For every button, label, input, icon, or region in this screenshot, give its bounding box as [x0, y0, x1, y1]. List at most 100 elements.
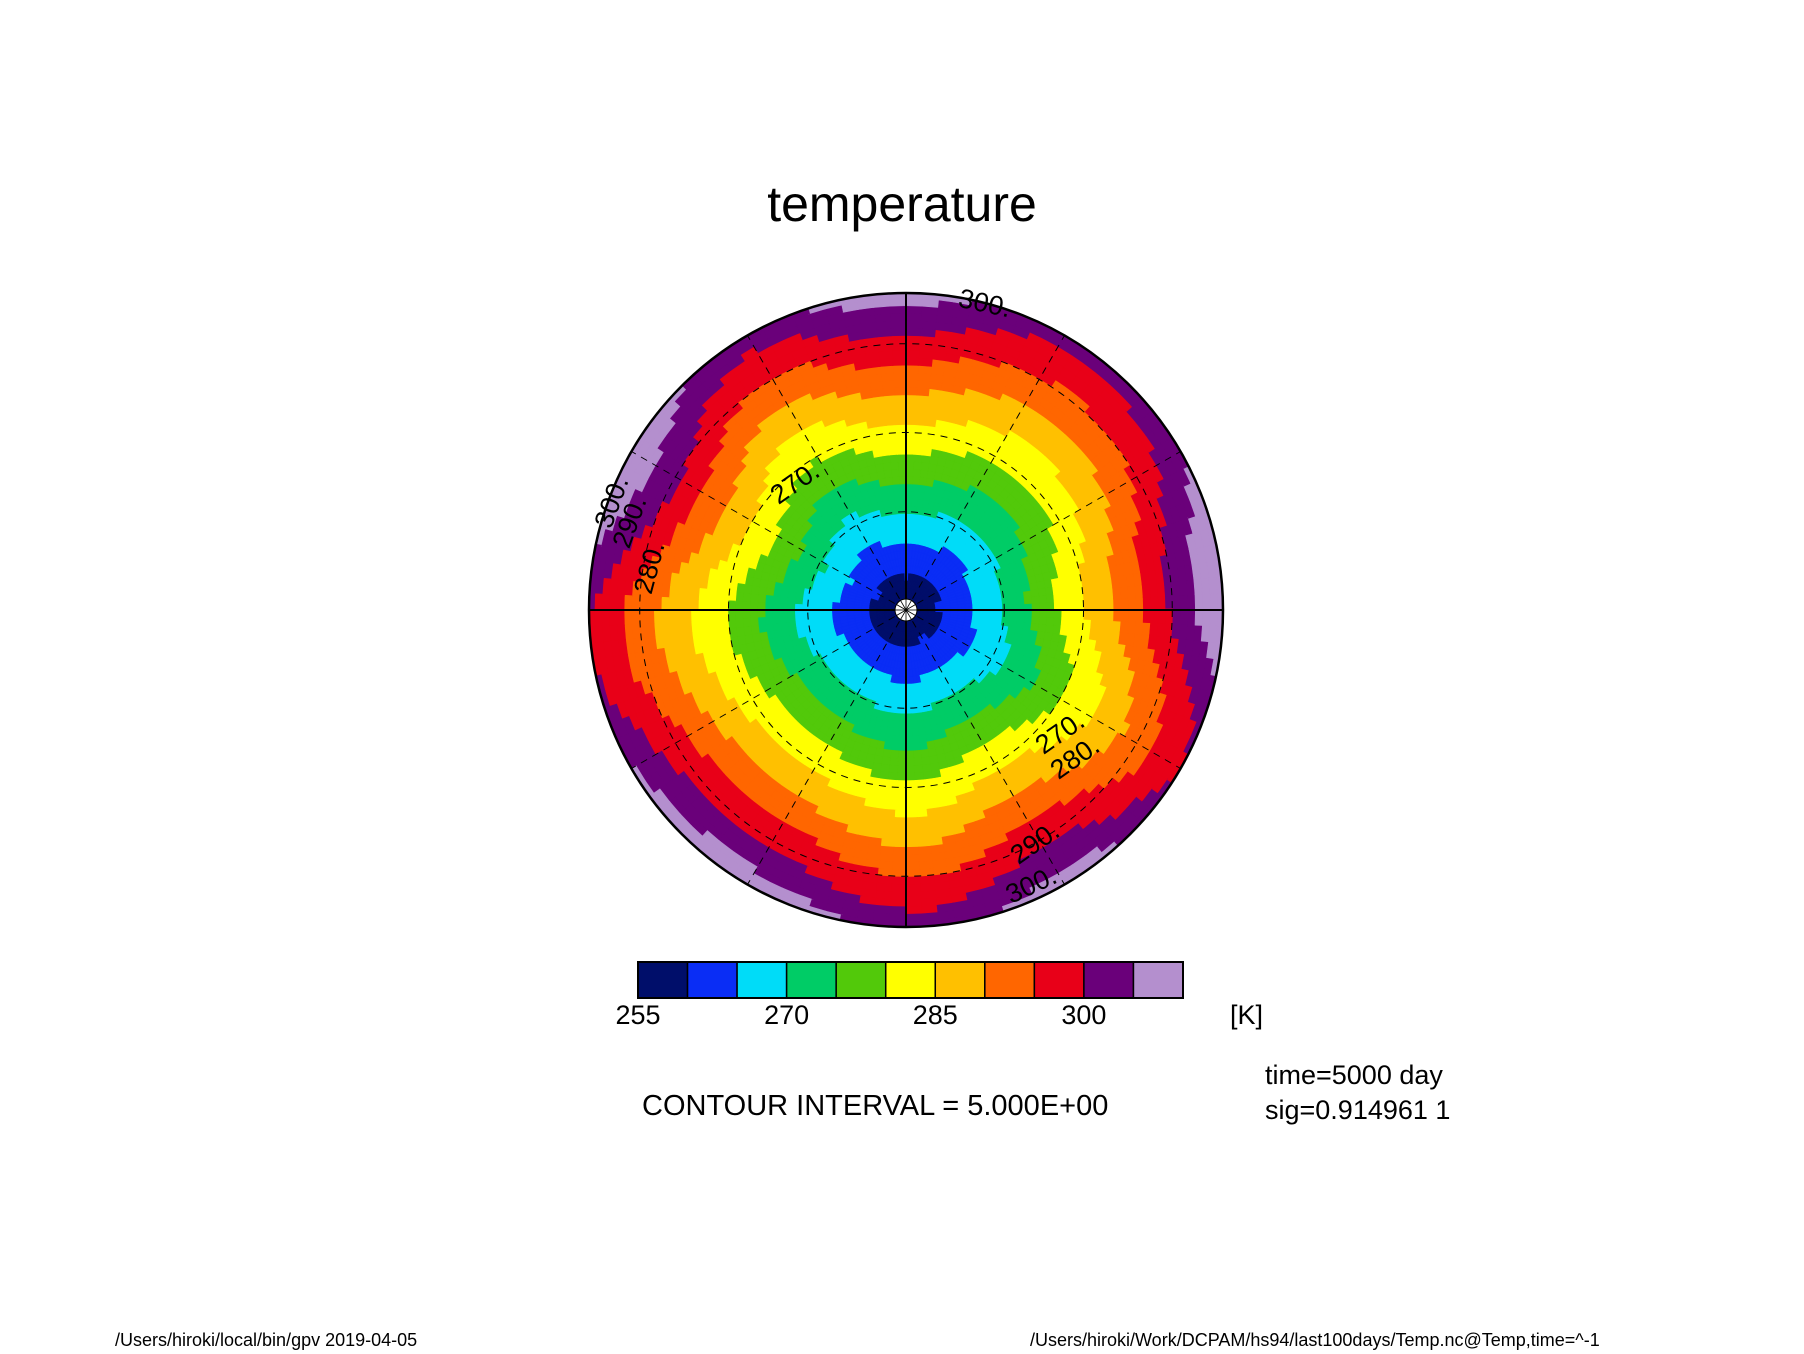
field-cell [891, 349, 907, 359]
field-cell [1046, 601, 1056, 611]
field-cell [734, 609, 744, 620]
field-cell [1172, 608, 1182, 625]
field-cell [905, 831, 920, 841]
field-cell [893, 832, 908, 841]
field-cell [905, 809, 919, 819]
field-cell [682, 609, 692, 623]
field-cell [608, 609, 618, 628]
field-cell [1142, 595, 1152, 611]
field-cell [675, 609, 685, 624]
field-cell [719, 609, 729, 621]
field-cell [897, 460, 907, 470]
field-cell [905, 854, 921, 864]
field-cell [904, 334, 921, 344]
field-cell [1179, 608, 1189, 626]
field-cell [911, 483, 920, 493]
field-cell [890, 898, 908, 908]
field-cell [894, 408, 907, 418]
field-cell [704, 609, 714, 622]
field-cell [1202, 592, 1212, 611]
field-cell [896, 453, 907, 463]
contour-field [589, 293, 1223, 927]
field-cell [1083, 599, 1093, 611]
field-cell [893, 401, 907, 411]
field-cell [905, 802, 918, 812]
field-cell [893, 386, 907, 396]
field-cell [891, 364, 907, 374]
field-cell [892, 727, 901, 737]
field-cell [1172, 594, 1182, 611]
field-cell [1128, 608, 1137, 623]
field-cell [904, 312, 922, 322]
field-cell [892, 371, 907, 381]
field-cell [600, 609, 610, 628]
field-cell [888, 297, 907, 307]
field-cell [1194, 592, 1204, 611]
field-cell [904, 356, 920, 366]
field-cell [890, 334, 907, 344]
field-cell [896, 438, 907, 448]
field-cell [652, 609, 662, 625]
field-cell [1187, 608, 1197, 626]
field-cell [1113, 597, 1123, 611]
field-cell [1157, 595, 1167, 611]
field-cell [712, 609, 722, 622]
field-cell [630, 595, 640, 612]
field-cell [667, 597, 677, 612]
field-cell [905, 906, 924, 916]
field-cell [1194, 608, 1204, 626]
field-cell [660, 596, 670, 612]
field-cell [904, 319, 922, 329]
field-cell [749, 609, 759, 620]
field-cell [896, 445, 907, 455]
field-cell [1142, 608, 1152, 624]
field-cell [1135, 608, 1145, 623]
field-cell [905, 846, 921, 856]
field-cell [890, 891, 908, 901]
field-cell [905, 765, 916, 775]
field-cell [888, 304, 907, 314]
field-cell [905, 772, 916, 782]
field-cell [905, 898, 924, 908]
field-cell [1105, 597, 1115, 611]
field-cell [1135, 596, 1145, 611]
field-cell [1150, 608, 1160, 624]
field-cell [697, 609, 707, 623]
field-cell [1209, 592, 1219, 611]
field-cell [888, 312, 907, 322]
field-cell [904, 379, 919, 388]
field-cell [615, 594, 625, 612]
field-cell [600, 593, 610, 612]
field-cell [892, 846, 908, 856]
chart-title: temperature [767, 176, 1037, 232]
field-cell [1098, 598, 1108, 611]
field-cell [756, 609, 766, 619]
field-cell [689, 609, 699, 623]
field-cell [905, 750, 915, 760]
field-cell [1061, 600, 1071, 611]
field-cell [904, 364, 920, 374]
field-cell [645, 609, 655, 625]
field-cell [905, 839, 920, 849]
field-cell [905, 787, 917, 797]
field-cell [905, 794, 918, 804]
field-cell [893, 839, 908, 849]
field-cell [892, 854, 908, 864]
field-cell [894, 416, 907, 426]
field-cell [645, 596, 655, 612]
field-cell [892, 861, 908, 871]
field-cell [608, 594, 618, 612]
field-cell [675, 597, 684, 612]
field-cell [905, 817, 919, 827]
field-cell [904, 304, 923, 314]
field-cell [660, 609, 670, 625]
field-cell [1157, 608, 1167, 624]
field-cell [1127, 596, 1137, 611]
field-cell [779, 596, 789, 605]
field-cell [895, 423, 907, 433]
field-cell [652, 596, 662, 612]
field-cell [905, 883, 923, 893]
field-cell [892, 379, 907, 389]
field-cell [1187, 593, 1197, 611]
